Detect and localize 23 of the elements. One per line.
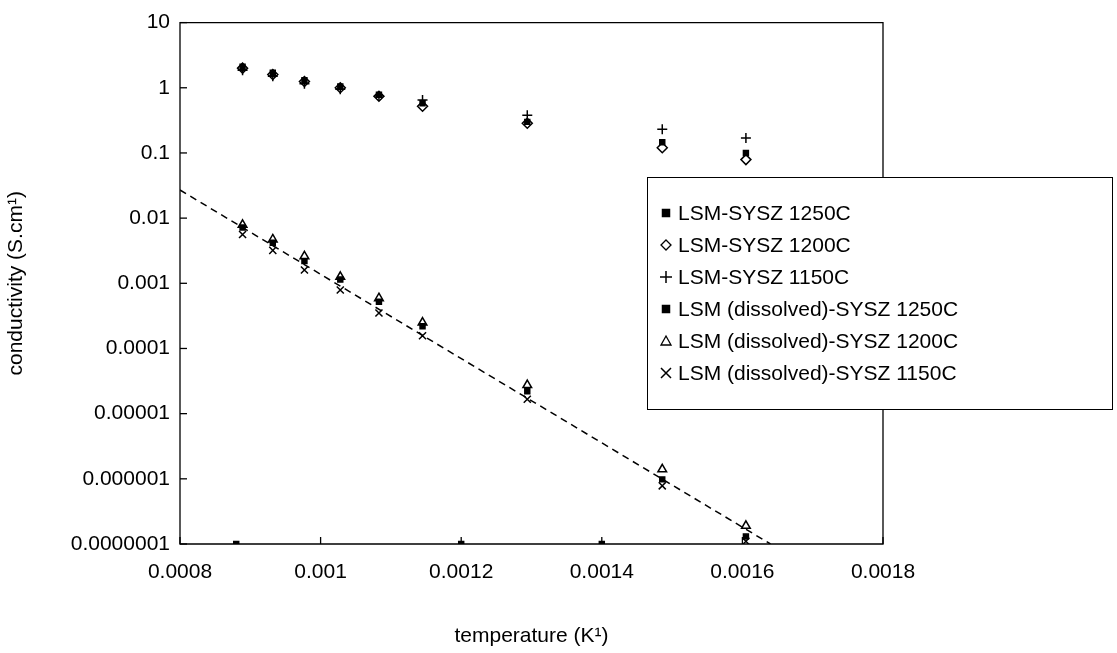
legend-label: LSM-SYSZ 1250C [678, 201, 851, 225]
x-tick-label: 0.0016 [710, 559, 775, 583]
legend-label: LSM-SYSZ 1200C [678, 233, 851, 257]
y-tick-label: 0.001 [117, 270, 170, 294]
x-tick-label: 0.0008 [147, 559, 213, 583]
y-tick-label: 0.01 [129, 204, 170, 228]
y-axis-title: conductivity (S.cm¹) [3, 191, 27, 376]
y-tick-label: 0.0001 [105, 335, 170, 359]
y-tick-label: 0.00001 [94, 400, 170, 424]
legend-label: LSM (dissolved)-SYSZ 1200C [678, 329, 959, 353]
y-tick-label: 0.1 [140, 139, 170, 163]
legend-label: LSM (dissolved)-SYSZ 1150C [678, 361, 957, 385]
x-axis-title: temperature (K¹) [454, 623, 609, 647]
y-tick-label: 1 [158, 74, 170, 98]
y-tick-label: 10 [146, 9, 170, 33]
x-tick-label: 0.0018 [850, 559, 916, 583]
y-tick-label: 0.000001 [82, 465, 170, 489]
legend-label: LSM (dissolved)-SYSZ 1250C [678, 297, 959, 321]
x-tick-label: 0.001 [294, 559, 347, 583]
x-tick-label: 0.0012 [429, 559, 494, 583]
y-tick-label: 0.0000001 [70, 530, 170, 554]
legend-label: LSM-SYSZ 1150C [678, 265, 850, 289]
x-tick-label: 0.0014 [569, 559, 635, 583]
